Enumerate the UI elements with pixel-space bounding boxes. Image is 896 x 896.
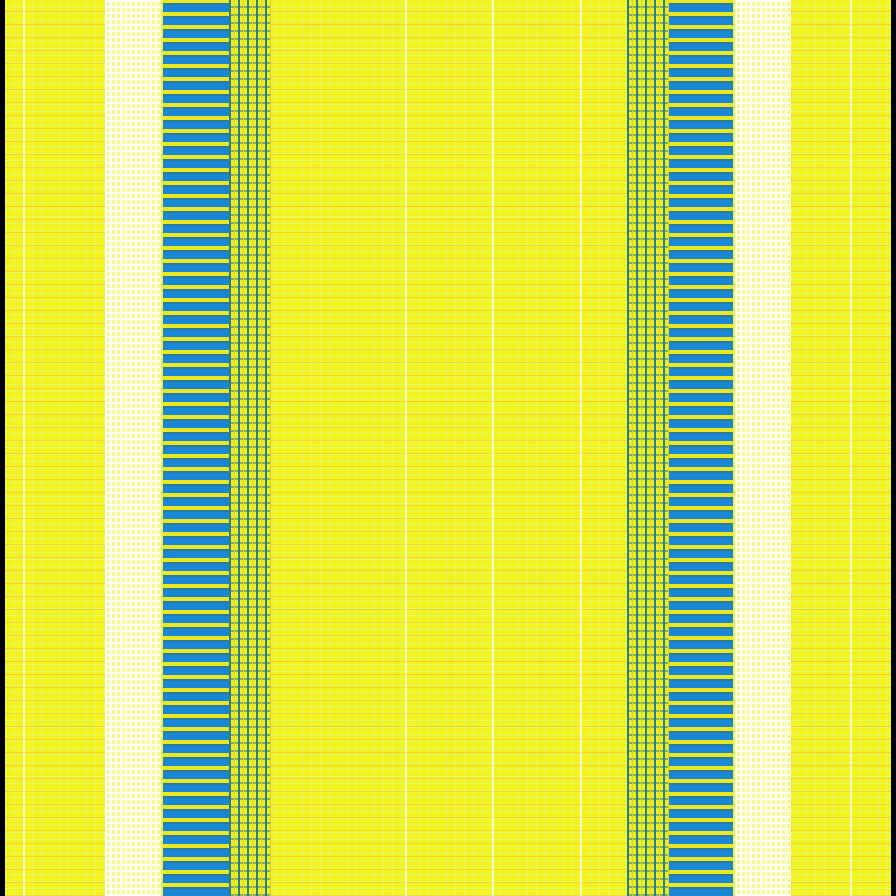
pale-line xyxy=(580,0,582,896)
blue-block xyxy=(669,0,733,896)
pale-line xyxy=(23,0,25,896)
blue-block xyxy=(163,0,229,896)
line-band xyxy=(229,0,271,896)
white-band xyxy=(735,0,791,896)
line-band xyxy=(627,0,669,896)
white-band xyxy=(105,0,161,896)
pattern xyxy=(5,0,891,896)
pale-line xyxy=(492,0,494,896)
pale-line xyxy=(850,0,852,896)
pale-line xyxy=(405,0,407,896)
